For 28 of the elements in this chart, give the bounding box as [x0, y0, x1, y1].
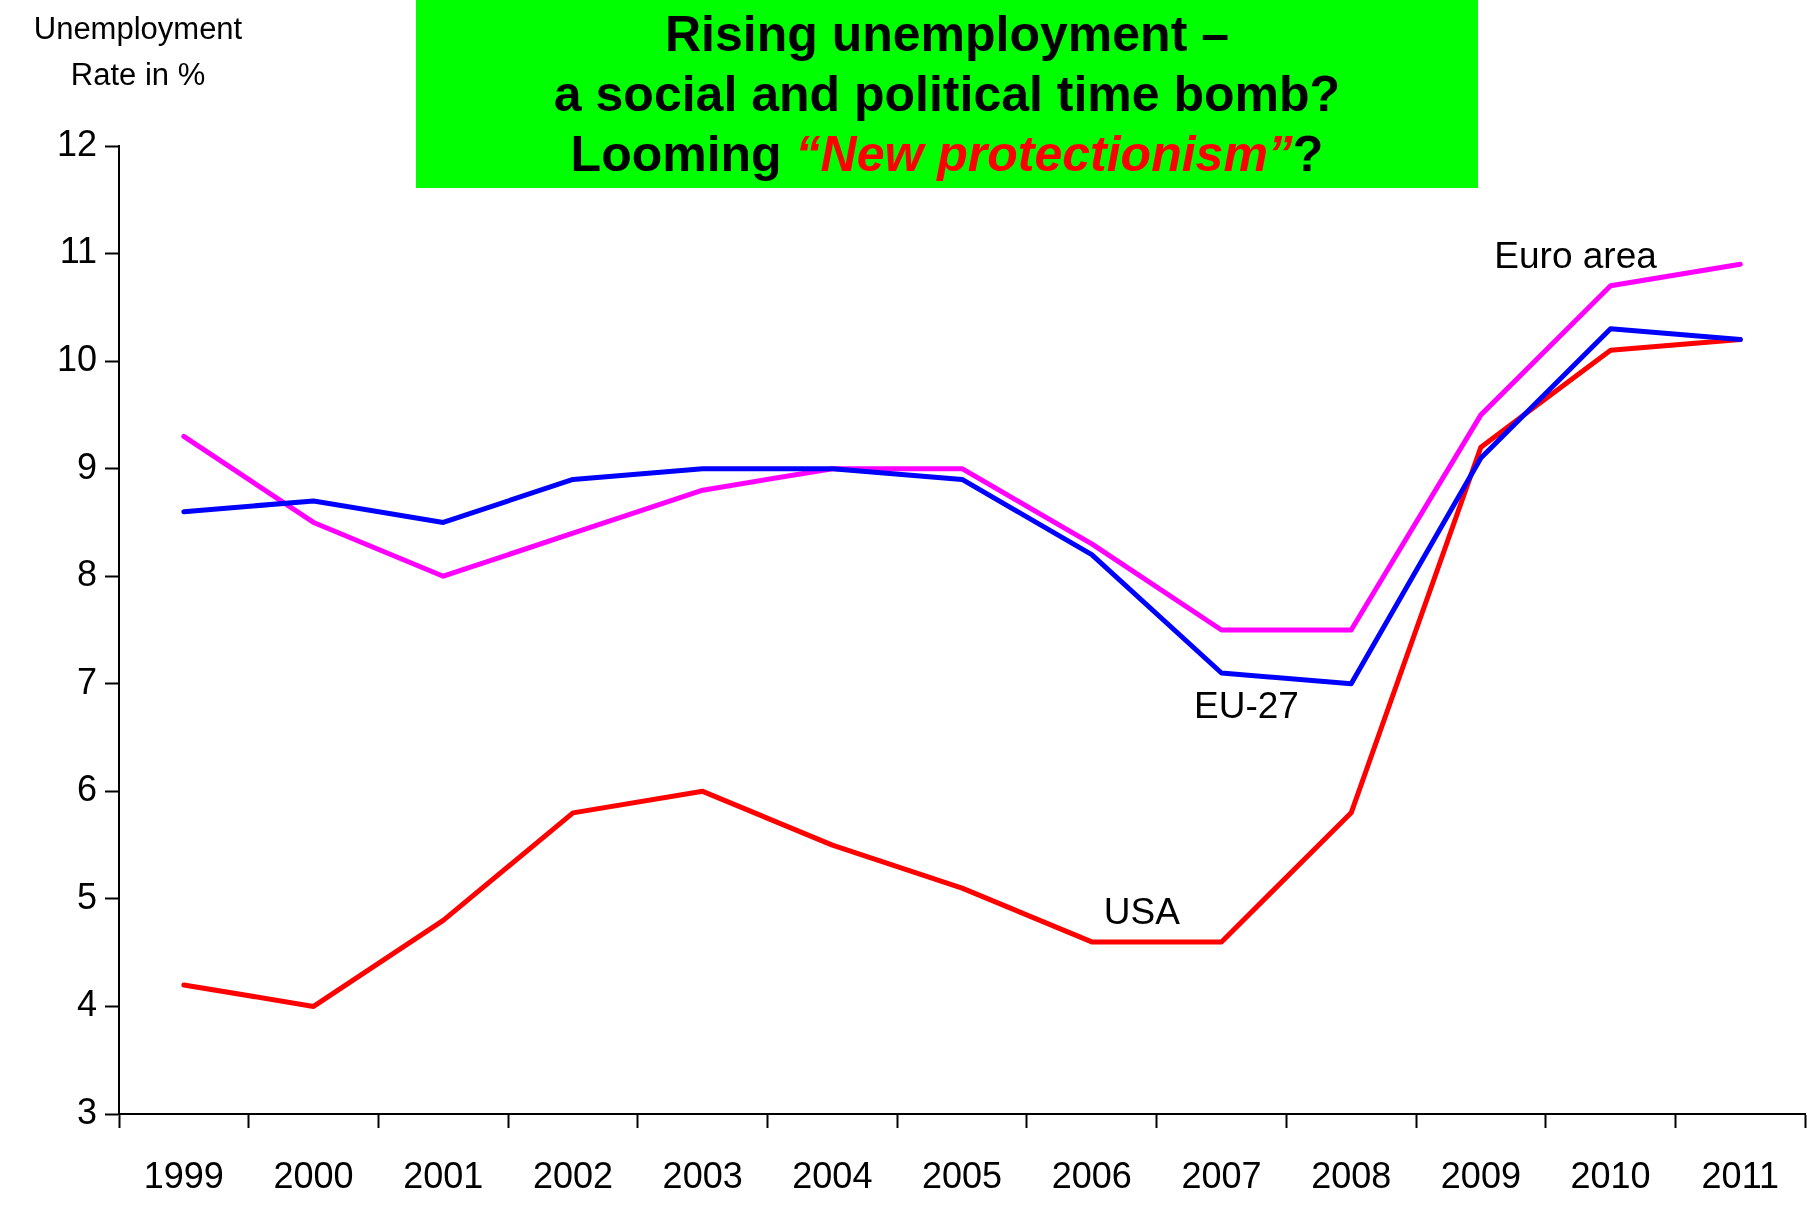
x-tick-label: 2008	[1311, 1154, 1392, 1196]
x-tick-label: 2006	[1051, 1154, 1132, 1196]
x-tick-label: 2002	[532, 1154, 614, 1196]
x-tick-label: 2000	[273, 1154, 354, 1196]
y-tick-label: 8	[76, 553, 97, 595]
y-tick-label: 6	[76, 768, 97, 810]
chart-title: Rising unemployment – a social and political time bomb? Looming “New protectionism”?	[552, 5, 1342, 184]
x-tick-label: 2003	[662, 1154, 743, 1196]
y-tick-label: 7	[76, 660, 97, 702]
series-label: USA	[1103, 891, 1181, 933]
y-tick-label: 3	[76, 1090, 97, 1132]
y-tick-label: 11	[59, 230, 97, 272]
x-tick-label: 2004	[792, 1154, 873, 1196]
x-tick-label: 2010	[1570, 1154, 1651, 1196]
y-tick-label: 5	[76, 875, 97, 917]
x-tick-label: 2009	[1440, 1154, 1521, 1196]
x-tick-label: 1999	[143, 1154, 224, 1196]
x-tick-label: 2007	[1181, 1154, 1262, 1196]
series-label: Euro area	[1494, 235, 1658, 277]
x-tick-label: 2005	[922, 1154, 1003, 1196]
x-tick-label: 2001	[403, 1154, 484, 1196]
y-tick-label: 12	[56, 122, 97, 164]
y-tick-label: 4	[76, 983, 97, 1025]
y-tick-label: 9	[76, 445, 97, 487]
series-label: EU-27	[1194, 685, 1299, 727]
y-tick-label: 10	[56, 338, 97, 380]
x-tick-label: 2011	[1701, 1154, 1779, 1196]
y-axis-title: Unemployment Rate in %	[32, 10, 244, 94]
